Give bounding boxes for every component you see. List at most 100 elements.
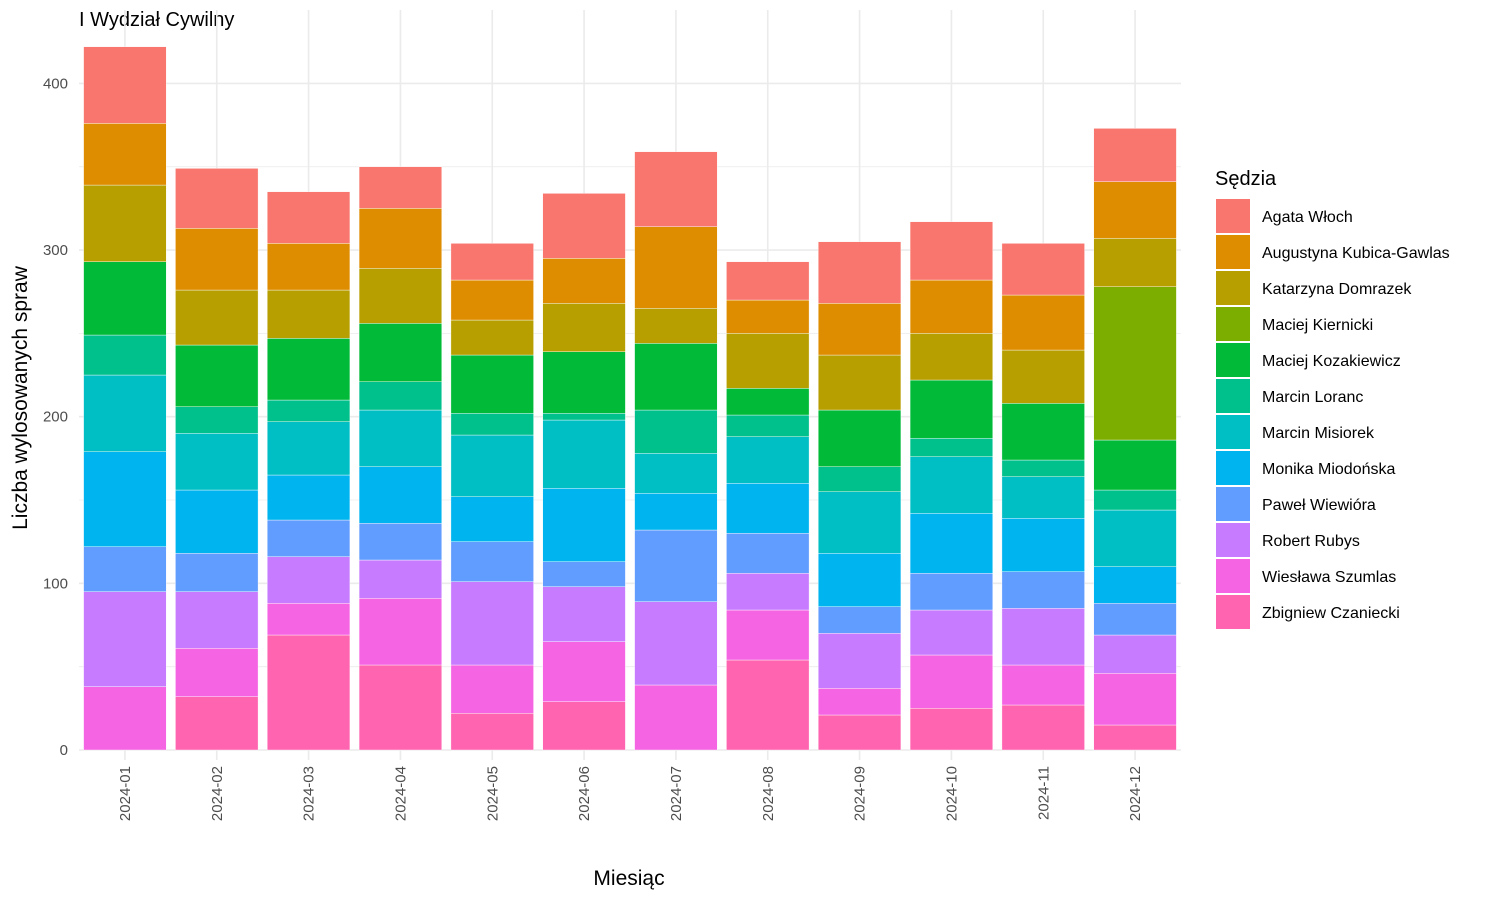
bar-segment xyxy=(175,591,259,649)
x-tick-label: 2024-12 xyxy=(1127,766,1144,821)
bar-segment xyxy=(1001,294,1085,351)
bar-segment xyxy=(1093,673,1177,726)
bar-segment xyxy=(267,243,351,291)
legend-swatch xyxy=(1216,199,1250,233)
legend-title: Sędzia xyxy=(1215,168,1277,190)
bar-segment xyxy=(726,483,810,534)
bar-segment xyxy=(1001,243,1085,296)
bar-segment xyxy=(1093,634,1177,674)
legend-swatch xyxy=(1216,307,1250,341)
bar-segment xyxy=(450,413,534,436)
bar-segment xyxy=(634,151,718,227)
bar-segment xyxy=(726,533,810,574)
bar-segment xyxy=(818,606,902,634)
y-tick-label: 300 xyxy=(43,242,68,259)
bar-segment xyxy=(1093,128,1177,182)
bar-segment xyxy=(1093,724,1177,751)
bar-segment xyxy=(726,573,810,611)
bar-segment xyxy=(909,221,993,281)
bar-segment xyxy=(542,351,626,414)
bar-segment xyxy=(909,654,993,709)
x-tick-label: 2024-05 xyxy=(484,766,501,821)
legend-label: Maciej Kozakiewicz xyxy=(1262,353,1401,370)
bar-segment xyxy=(1001,571,1085,609)
legend-label: Monika Miodońska xyxy=(1262,461,1396,478)
y-tick-label: 200 xyxy=(43,409,68,426)
bar-segment xyxy=(818,553,902,607)
bar-segment xyxy=(267,191,351,244)
bar-segment xyxy=(542,586,626,642)
legend-swatch xyxy=(1216,235,1250,269)
bar-segment xyxy=(542,561,626,587)
bar-segment xyxy=(1001,704,1085,751)
legend-swatch xyxy=(1216,487,1250,521)
bar-segment xyxy=(818,714,902,751)
bar-segment xyxy=(634,493,718,531)
bar-segment xyxy=(1093,603,1177,636)
bar-segment xyxy=(1001,476,1085,519)
bar-segment xyxy=(818,354,902,411)
bar-segment xyxy=(634,601,718,686)
x-tick-label: 2024-10 xyxy=(943,766,960,821)
bar-segment xyxy=(83,686,167,751)
bar-segment xyxy=(175,696,259,751)
bar-segment xyxy=(83,46,167,124)
y-axis-ticks: 0 100 200 300 400 xyxy=(43,75,68,759)
x-tick-label: 2024-08 xyxy=(760,766,777,821)
bar-segment xyxy=(818,633,902,689)
bar-segment xyxy=(450,496,534,542)
bar-segment xyxy=(542,413,626,421)
bar-segment xyxy=(1001,459,1085,477)
x-tick-label: 2024-01 xyxy=(117,766,134,821)
y-tick-label: 400 xyxy=(43,75,68,92)
legend-label: Maciej Kiernicki xyxy=(1262,317,1373,334)
bar-segment xyxy=(818,409,902,467)
bar-segment xyxy=(450,279,534,321)
bar-segment xyxy=(267,338,351,401)
bar-segment xyxy=(634,409,718,454)
legend-swatch xyxy=(1216,271,1250,305)
bar-segment xyxy=(909,513,993,574)
bar-segment xyxy=(1001,664,1085,706)
legend-swatch xyxy=(1216,343,1250,377)
bar-segment xyxy=(634,453,718,494)
bar-segment xyxy=(175,344,259,407)
bar-segment xyxy=(542,303,626,352)
legend-label: Agata Włoch xyxy=(1262,209,1353,226)
x-tick-label: 2024-07 xyxy=(668,766,685,821)
bar-segment xyxy=(1001,403,1085,461)
x-axis-ticks: 2024-01 2024-02 2024-03 2024-04 2024-05 2024-… xyxy=(117,766,1144,821)
x-tick-label: 2024-11 xyxy=(1035,766,1052,820)
bar-segment xyxy=(358,664,442,751)
bar-segment xyxy=(450,664,534,714)
bar-segment xyxy=(175,228,259,291)
bar-segment xyxy=(1001,518,1085,572)
bar-segment xyxy=(358,559,442,599)
bar-segment xyxy=(818,241,902,304)
bar-segment xyxy=(358,381,442,411)
bar-segment xyxy=(1093,489,1177,511)
bar-segment xyxy=(818,491,902,554)
bar-segment xyxy=(542,641,626,702)
bar-segment xyxy=(1001,608,1085,666)
legend-swatch xyxy=(1216,559,1250,593)
x-tick-label: 2024-03 xyxy=(301,766,318,821)
bar-segment xyxy=(1093,566,1177,604)
legend: Sędzia Agata Włoch Augustyna Kubica-Gawla… xyxy=(1215,168,1450,629)
bar-segment xyxy=(267,556,351,604)
legend-swatch xyxy=(1216,415,1250,449)
bar-segment xyxy=(267,474,351,521)
bar-segment xyxy=(634,529,718,602)
bar-segment xyxy=(909,609,993,656)
bar-segment xyxy=(175,289,259,346)
bar-segment xyxy=(358,598,442,666)
bar-segment xyxy=(358,466,442,524)
bar-segment xyxy=(726,414,810,437)
bar-segment xyxy=(1093,439,1177,491)
bar-segment xyxy=(909,456,993,514)
bar-segment xyxy=(267,603,351,636)
bar-segment xyxy=(450,354,534,414)
x-tick-label: 2024-09 xyxy=(852,766,869,821)
bar-segment xyxy=(450,319,534,356)
bar-segment xyxy=(726,609,810,661)
